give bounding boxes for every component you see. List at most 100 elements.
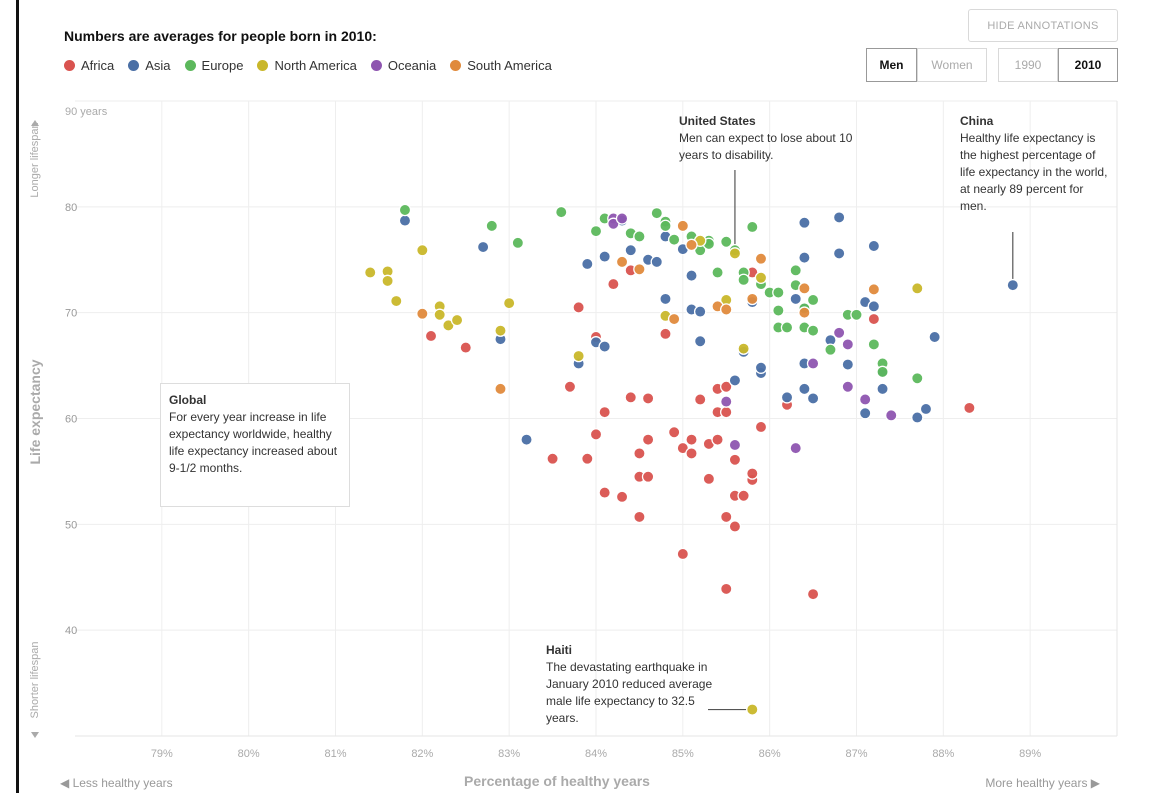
data-point-north-america[interactable] xyxy=(572,349,585,363)
data-point-africa[interactable] xyxy=(641,392,655,405)
data-point-africa[interactable] xyxy=(728,453,742,467)
data-point-north-america[interactable] xyxy=(754,271,768,284)
data-point-europe[interactable] xyxy=(650,206,664,220)
data-point-asia[interactable] xyxy=(798,382,811,396)
data-point-europe[interactable] xyxy=(824,343,837,356)
data-point-oceania[interactable] xyxy=(720,395,733,408)
data-point-africa[interactable] xyxy=(633,510,646,524)
data-point-north-america[interactable] xyxy=(737,342,750,355)
data-point-asia[interactable] xyxy=(789,292,802,306)
data-point-africa[interactable] xyxy=(737,489,750,503)
data-point-oceania[interactable] xyxy=(832,326,846,340)
data-point-europe[interactable] xyxy=(633,230,646,243)
data-point-asia[interactable] xyxy=(598,250,611,263)
data-point-europe[interactable] xyxy=(772,286,785,299)
data-point-south-america[interactable] xyxy=(685,238,698,252)
year-1990-button[interactable]: 1990 xyxy=(998,48,1058,82)
data-point-south-america[interactable] xyxy=(746,292,759,306)
data-point-africa[interactable] xyxy=(624,391,637,404)
data-point-north-america[interactable] xyxy=(450,313,464,327)
data-point-europe[interactable] xyxy=(737,273,750,287)
data-point-africa[interactable] xyxy=(693,393,707,406)
data-point-asia[interactable] xyxy=(476,240,490,254)
data-point-africa[interactable] xyxy=(720,405,733,419)
data-point-oceania[interactable] xyxy=(806,357,820,370)
data-point-europe[interactable] xyxy=(806,293,820,307)
legend-item-asia[interactable]: Asia xyxy=(128,58,171,73)
data-point-south-america[interactable] xyxy=(667,312,681,326)
data-point-africa[interactable] xyxy=(720,380,733,393)
data-point-asia[interactable] xyxy=(806,392,820,405)
legend-item-north-america[interactable]: North America xyxy=(257,58,357,73)
data-point-asia[interactable] xyxy=(832,247,846,260)
data-point-north-america[interactable] xyxy=(494,324,507,337)
data-point-south-america[interactable] xyxy=(867,283,881,296)
data-point-asia[interactable] xyxy=(1006,278,1020,292)
men-toggle-button[interactable]: Men xyxy=(866,48,917,82)
data-point-africa[interactable] xyxy=(641,433,655,446)
data-point-north-america[interactable] xyxy=(502,296,516,310)
data-point-africa[interactable] xyxy=(720,582,733,596)
data-point-north-america[interactable] xyxy=(433,308,446,322)
data-point-africa[interactable] xyxy=(711,433,724,446)
data-point-asia[interactable] xyxy=(798,251,811,264)
data-point-europe[interactable] xyxy=(667,233,681,246)
data-point-africa[interactable] xyxy=(424,329,438,343)
data-point-africa[interactable] xyxy=(615,490,629,504)
data-point-africa[interactable] xyxy=(598,486,611,499)
data-point-africa[interactable] xyxy=(746,467,759,480)
data-point-north-america[interactable] xyxy=(416,243,429,257)
data-point-north-america[interactable] xyxy=(728,247,742,260)
data-point-africa[interactable] xyxy=(867,312,881,326)
data-point-asia[interactable] xyxy=(841,358,855,371)
data-point-oceania[interactable] xyxy=(858,393,872,406)
data-point-north-america[interactable] xyxy=(390,294,403,308)
data-point-africa[interactable] xyxy=(963,401,976,415)
data-point-asia[interactable] xyxy=(728,374,742,387)
data-point-europe[interactable] xyxy=(659,219,672,233)
data-point-asia[interactable] xyxy=(754,361,768,374)
data-point-europe[interactable] xyxy=(720,235,733,249)
data-point-south-america[interactable] xyxy=(676,219,690,233)
data-point-europe[interactable] xyxy=(398,203,412,217)
data-point-africa[interactable] xyxy=(667,426,681,439)
data-point-africa[interactable] xyxy=(598,405,611,419)
data-point-europe[interactable] xyxy=(911,372,924,385)
data-point-north-america[interactable] xyxy=(363,266,377,279)
data-point-south-america[interactable] xyxy=(754,252,768,265)
data-point-africa[interactable] xyxy=(563,380,577,393)
data-point-europe[interactable] xyxy=(850,308,863,322)
legend-item-south-america[interactable]: South America xyxy=(450,58,552,73)
year-2010-button[interactable]: 2010 xyxy=(1058,48,1118,82)
data-point-south-america[interactable] xyxy=(798,282,811,295)
data-point-europe[interactable] xyxy=(485,219,499,233)
data-point-asia[interactable] xyxy=(911,411,924,424)
data-point-africa[interactable] xyxy=(720,510,733,524)
data-point-europe[interactable] xyxy=(867,338,881,351)
data-point-asia[interactable] xyxy=(581,257,594,271)
data-point-asia[interactable] xyxy=(798,216,811,229)
data-point-asia[interactable] xyxy=(876,382,889,396)
data-point-africa[interactable] xyxy=(607,277,620,291)
data-point-africa[interactable] xyxy=(806,587,820,601)
data-point-oceania[interactable] xyxy=(789,441,802,455)
data-point-europe[interactable] xyxy=(711,266,724,279)
data-point-south-america[interactable] xyxy=(720,303,733,316)
data-point-oceania[interactable] xyxy=(841,338,855,351)
data-point-north-america[interactable] xyxy=(381,274,394,288)
data-point-europe[interactable] xyxy=(806,324,820,337)
data-point-asia[interactable] xyxy=(919,402,933,416)
data-point-africa[interactable] xyxy=(572,301,585,314)
data-point-europe[interactable] xyxy=(555,205,568,219)
data-point-europe[interactable] xyxy=(789,264,802,277)
data-point-north-america[interactable] xyxy=(746,703,759,716)
women-toggle-button[interactable]: Women xyxy=(917,48,987,82)
data-point-asia[interactable] xyxy=(928,330,941,344)
data-point-asia[interactable] xyxy=(650,255,664,269)
data-point-south-america[interactable] xyxy=(494,382,507,396)
data-point-africa[interactable] xyxy=(685,447,698,460)
data-point-asia[interactable] xyxy=(685,269,698,282)
data-point-north-america[interactable] xyxy=(911,282,924,295)
data-point-africa[interactable] xyxy=(702,472,716,486)
data-point-europe[interactable] xyxy=(780,321,794,334)
